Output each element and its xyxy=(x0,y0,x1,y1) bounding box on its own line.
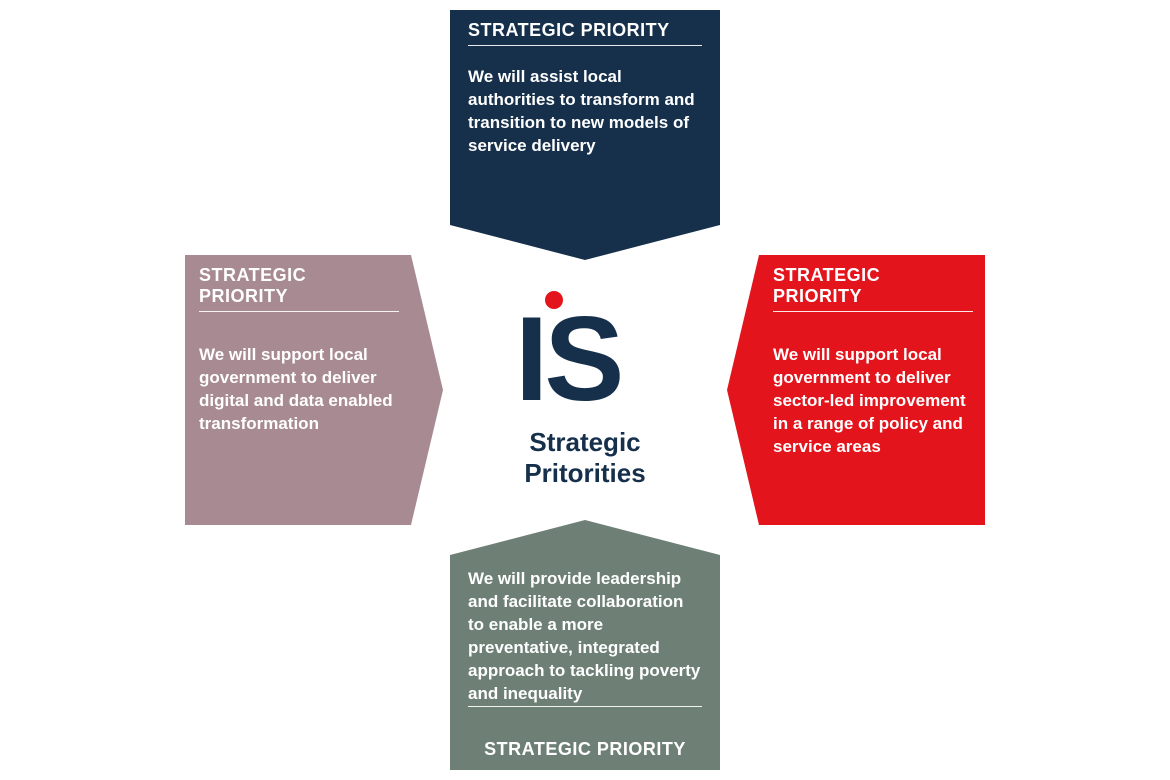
is-logo: IS xyxy=(515,291,655,421)
logo-text: IS xyxy=(515,299,620,419)
priority-heading: STRATEGIC PRIORITY xyxy=(773,265,973,318)
divider xyxy=(468,706,702,707)
divider xyxy=(773,311,973,312)
priority-heading: STRATEGIC PRIORITY xyxy=(199,265,399,318)
priority-box-top: STRATEGIC PRIORITY We will assist local … xyxy=(450,10,720,260)
heading-text: STRATEGIC PRIORITY xyxy=(199,265,306,306)
priority-heading: STRATEGIC PRIORITY xyxy=(468,733,702,760)
divider xyxy=(468,45,702,46)
diagram-stage: STRATEGIC PRIORITY We will assist local … xyxy=(185,10,985,770)
heading-text: STRATEGIC PRIORITY xyxy=(468,20,670,40)
priority-box-left: STRATEGIC PRIORITY We will support local… xyxy=(185,255,443,525)
priority-heading: STRATEGIC PRIORITY xyxy=(468,20,702,52)
priority-box-right: STRATEGIC PRIORITY We will support local… xyxy=(727,255,985,525)
priority-body: We will assist local authorities to tran… xyxy=(468,66,702,158)
priority-body: We will provide leadership and facilitat… xyxy=(468,568,702,706)
priority-box-bottom: We will provide leadership and facilitat… xyxy=(450,520,720,770)
priority-body: We will support local government to deli… xyxy=(773,344,973,459)
divider xyxy=(199,311,399,312)
center-caption: Strategic Pritorities xyxy=(524,427,645,489)
priority-body: We will support local government to deli… xyxy=(199,344,399,436)
caption-line-2: Pritorities xyxy=(524,458,645,488)
center-panel: IS Strategic Pritorities xyxy=(460,265,710,515)
heading-text: STRATEGIC PRIORITY xyxy=(773,265,880,306)
caption-line-1: Strategic xyxy=(529,427,640,457)
